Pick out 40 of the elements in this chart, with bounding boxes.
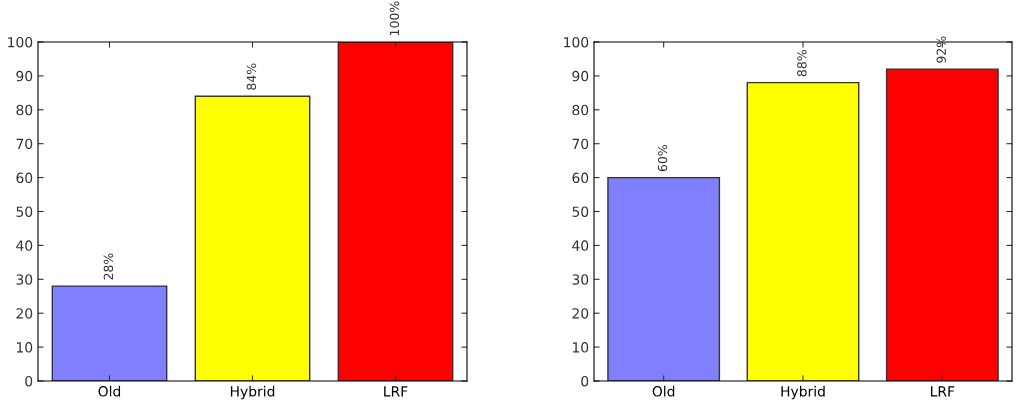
y-tick-label: 70 bbox=[572, 138, 589, 150]
bar bbox=[607, 176, 721, 381]
bar bbox=[885, 68, 999, 381]
x-tick-label: Hybrid bbox=[230, 385, 275, 400]
y-tick-label: 100 bbox=[564, 36, 589, 48]
data-label: 84% bbox=[246, 63, 257, 90]
y-tick-label: 20 bbox=[16, 308, 33, 319]
y-tick-label: 50 bbox=[572, 206, 589, 217]
data-label: 60% bbox=[657, 144, 668, 172]
bar bbox=[337, 42, 454, 381]
y-tick-label: 90 bbox=[572, 70, 589, 82]
y-tick-label: 60 bbox=[572, 172, 589, 184]
bar bbox=[194, 95, 311, 381]
y-tick-label: 30 bbox=[572, 274, 589, 285]
y-tick-label: 0 bbox=[25, 375, 33, 387]
data-label: 28% bbox=[103, 253, 114, 280]
y-tick-label: 100 bbox=[8, 36, 33, 48]
y-tick-label: 50 bbox=[16, 206, 33, 217]
x-tick-label: LRF bbox=[931, 386, 955, 397]
y-tick-label: 30 bbox=[16, 274, 33, 285]
data-label: 92% bbox=[936, 36, 946, 63]
y-tick-label: 40 bbox=[16, 240, 33, 251]
y-tick-label: 70 bbox=[16, 138, 33, 150]
y-tick-label: 0 bbox=[581, 375, 589, 387]
data-label: 100% bbox=[389, 1, 400, 36]
y-tick-label: 20 bbox=[572, 308, 589, 319]
y-tick-label: 40 bbox=[572, 240, 589, 251]
y-tick-label: 90 bbox=[16, 70, 33, 82]
x-tick-label: Old bbox=[652, 385, 675, 397]
bar bbox=[51, 285, 168, 381]
bar bbox=[746, 81, 860, 381]
y-tick-label: 60 bbox=[16, 172, 33, 184]
x-tick-label: Hybrid bbox=[781, 385, 825, 400]
y-tick-label: 10 bbox=[16, 342, 33, 353]
data-label: 88% bbox=[797, 50, 807, 77]
x-tick-label: Old bbox=[98, 385, 121, 397]
y-tick-label: 80 bbox=[16, 104, 33, 116]
y-tick-label: 10 bbox=[572, 342, 589, 353]
y-tick-label: 80 bbox=[572, 104, 589, 116]
x-tick-label: LRF bbox=[384, 386, 408, 397]
